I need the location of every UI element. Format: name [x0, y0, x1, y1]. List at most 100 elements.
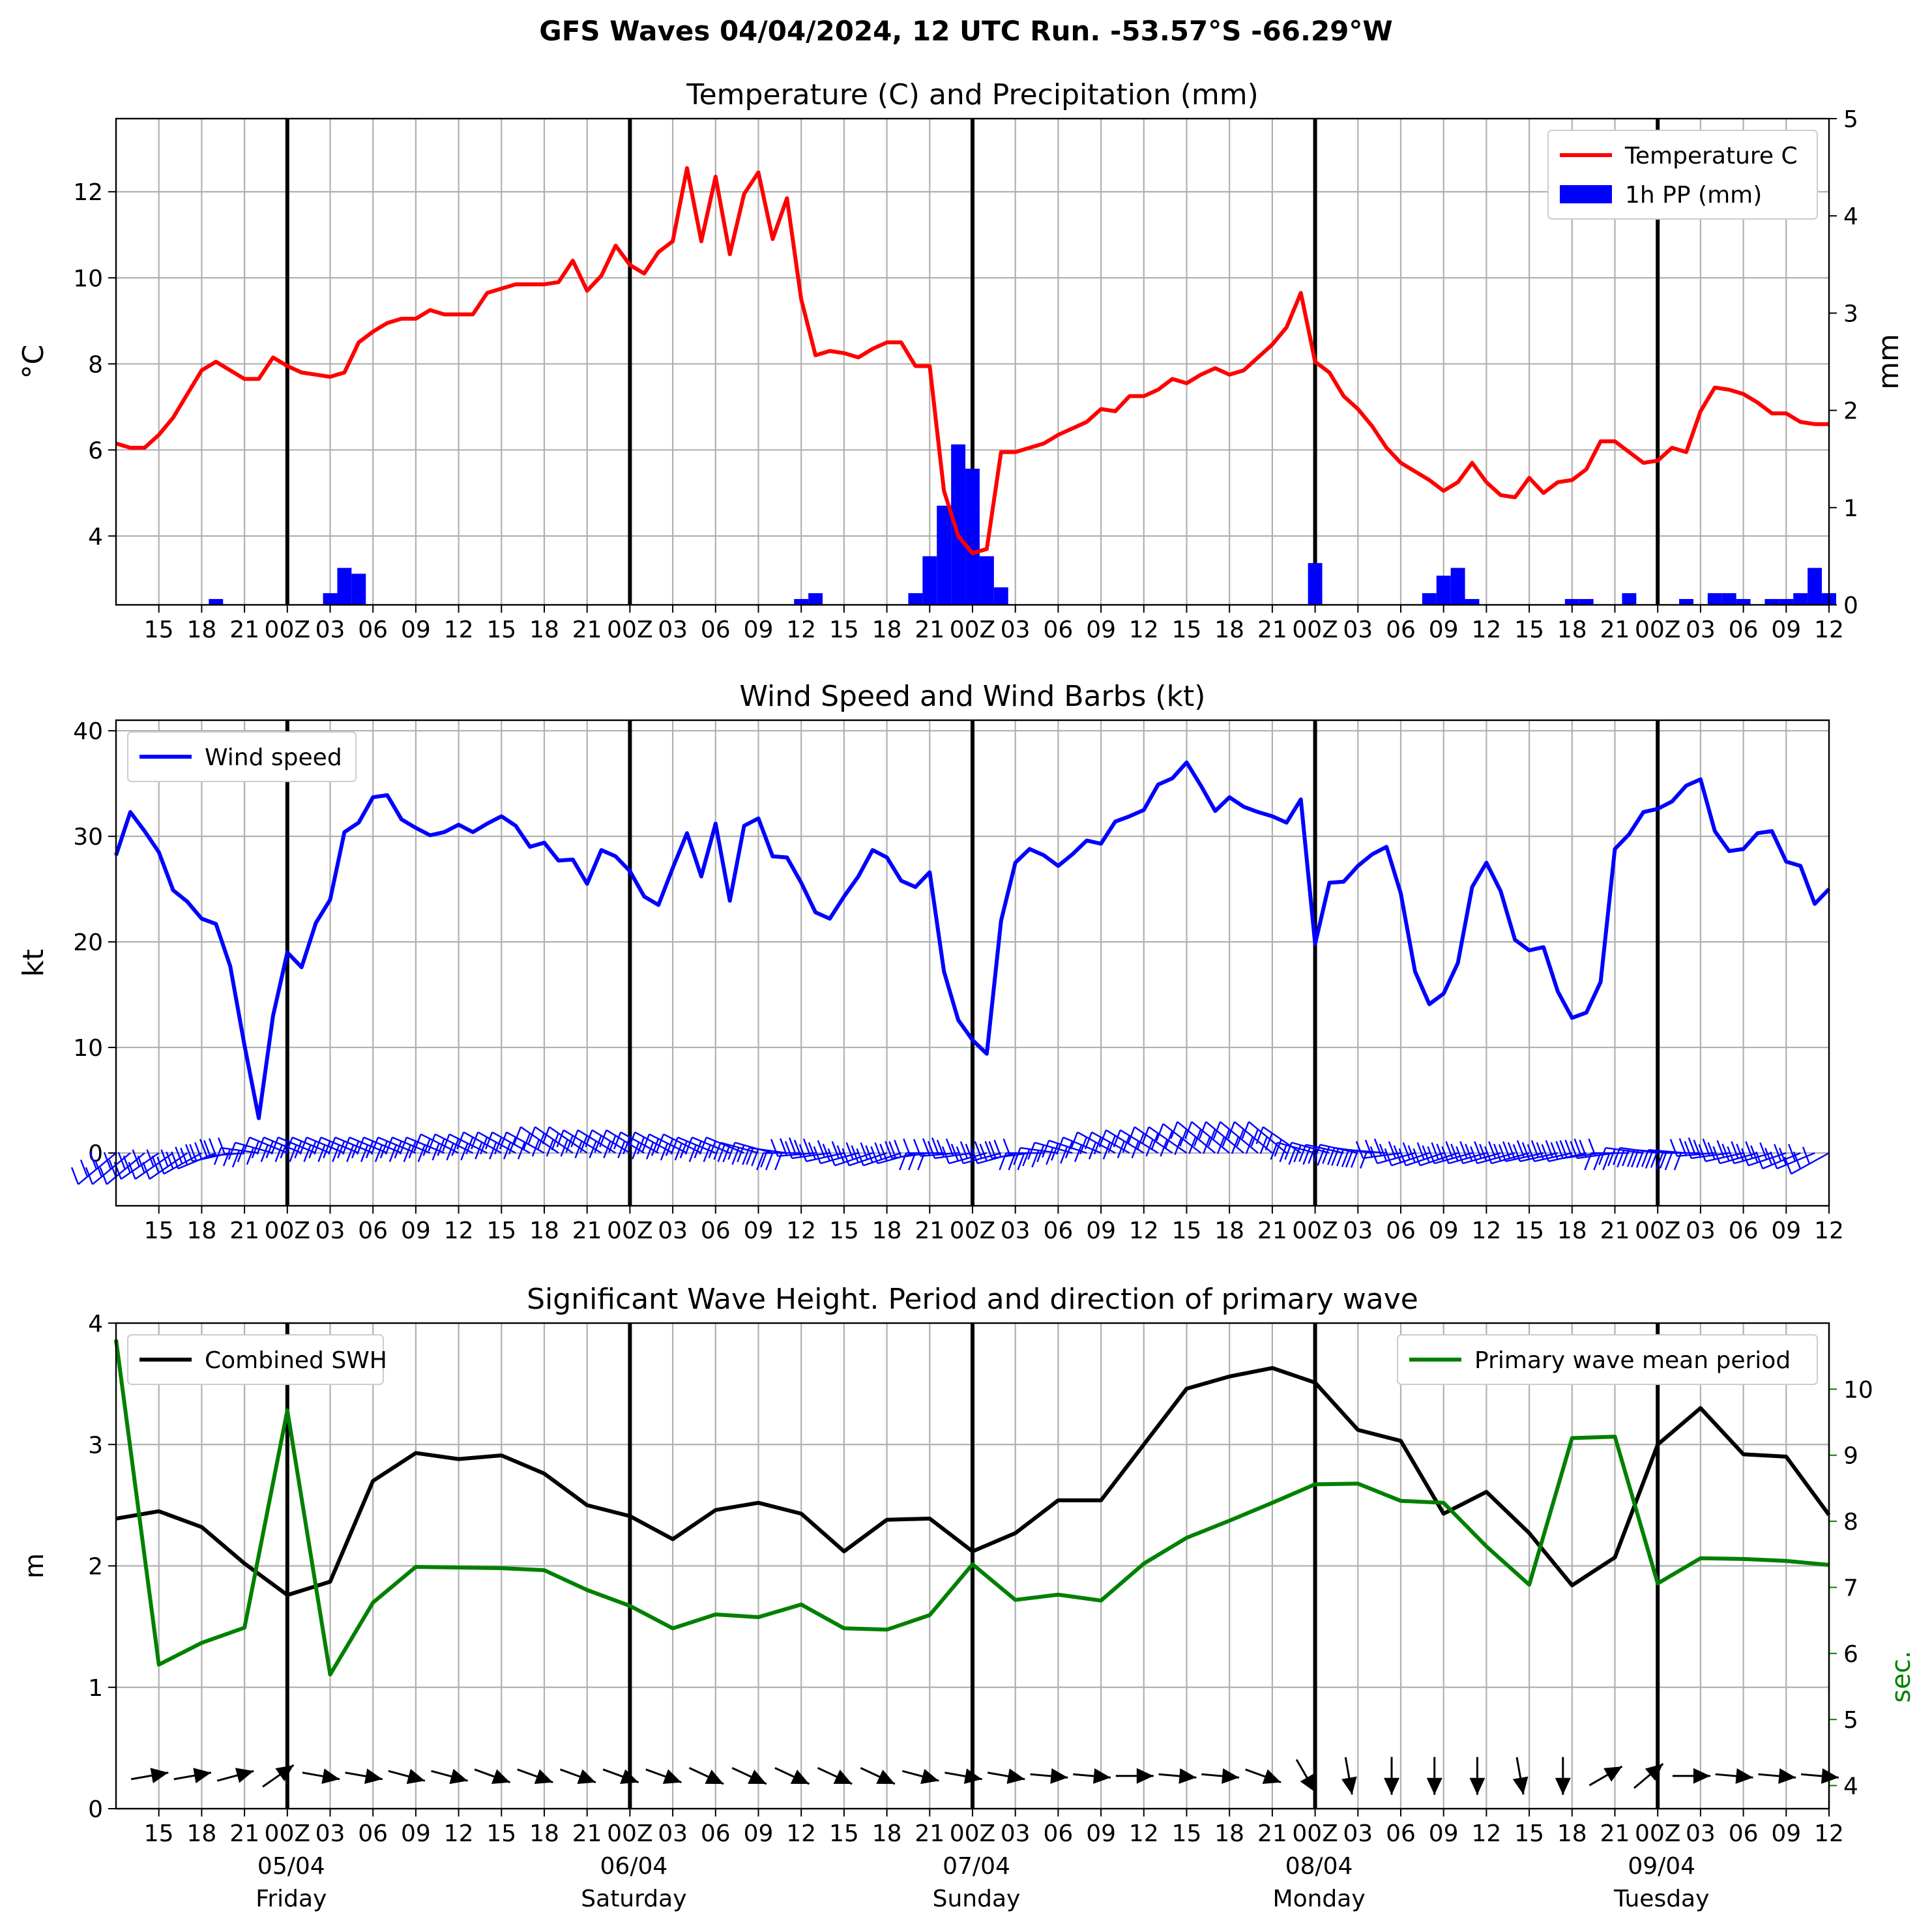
x-tick-label: 09: [401, 1218, 431, 1244]
wind-barb-flag: [1298, 1144, 1307, 1162]
y-tick-label-right: 3: [1843, 300, 1858, 327]
wind-barb: [149, 1152, 188, 1180]
wind-barb-flag: [570, 1130, 579, 1148]
wind-barb-flag: [208, 1138, 217, 1156]
precip-bar: [323, 593, 338, 605]
wind-barb-flag: [1388, 1141, 1397, 1159]
wind-barb-flag: [1564, 1139, 1573, 1158]
x-tick-label: 03: [658, 1820, 688, 1847]
wind-barb-flag: [1541, 1144, 1549, 1162]
wind-barb-flag: [1088, 1141, 1097, 1160]
wind-barb-flag: [831, 1141, 840, 1159]
y-axis-label: m: [20, 1553, 50, 1579]
wind-barb-flag: [1203, 1136, 1211, 1154]
legend: [1547, 130, 1818, 220]
wind-barb-flag: [117, 1152, 126, 1170]
wind-barb-flag: [1231, 1136, 1240, 1154]
panel-title: Significant Wave Height. Period and dire…: [527, 1283, 1418, 1316]
wave-direction-arrowhead: [1821, 1768, 1839, 1784]
wind-barb-flag: [1060, 1146, 1068, 1164]
x-tick-label: 09: [401, 617, 431, 643]
wave-direction-arrowhead: [449, 1768, 468, 1785]
wind-barb-flag: [679, 1141, 688, 1159]
wind-barb-flag: [251, 1141, 259, 1159]
wind-barb-flag: [546, 1139, 554, 1157]
wind-barb-flag: [585, 1130, 593, 1148]
x-tick-label: 15: [1172, 1218, 1202, 1244]
wind-barb-flag: [674, 1143, 683, 1161]
x-tick-label: 03: [658, 617, 688, 643]
wind-barb-flag: [1698, 1144, 1706, 1162]
wind-barb-flag: [1255, 1126, 1264, 1145]
x-tick-label: 06: [1729, 1218, 1759, 1244]
precip-bar: [1579, 599, 1594, 605]
wind-barb-flag: [999, 1152, 1007, 1171]
wind-barb-flag: [471, 1131, 479, 1150]
wind-barb-flag: [332, 1145, 340, 1162]
wind-barb-flag: [166, 1151, 174, 1169]
precip-bar: [908, 593, 923, 605]
precip-bar: [1764, 599, 1779, 605]
wind-barb: [1205, 1121, 1244, 1154]
wind-barb-flag: [94, 1160, 103, 1177]
x-tick-label: 03: [315, 1218, 345, 1244]
x-tick-label: 18: [529, 1218, 559, 1244]
wave-direction-arrowhead: [534, 1769, 553, 1785]
wind-barb-flag: [908, 1152, 916, 1171]
wind-barb-flag: [428, 1133, 436, 1152]
x-tick-label: 18: [1557, 617, 1587, 643]
wind-barb-flag: [665, 1138, 674, 1156]
y-tick-label-right: 6: [1843, 1641, 1858, 1668]
wind-barb-flag: [617, 1141, 626, 1159]
wind-barb-flag: [1441, 1146, 1450, 1164]
wind-barb-flag: [1122, 1135, 1130, 1153]
wave-direction-arrowhead: [1778, 1768, 1796, 1784]
wind-barb-flag: [1017, 1152, 1025, 1171]
wave-direction-arrowhead: [1555, 1777, 1571, 1795]
wind-barb-flag: [314, 1137, 322, 1155]
wind-barb-flag: [508, 1137, 517, 1155]
wind-barb-flag: [403, 1145, 411, 1162]
wind-barb-flag: [874, 1142, 883, 1160]
wind-barb-flag: [1284, 1142, 1293, 1160]
wind-barb-flag: [670, 1137, 679, 1155]
y-axis-label-right: mm: [1872, 334, 1905, 390]
wind-barb-flag: [851, 1145, 859, 1163]
wave-direction-arrowhead: [1693, 1768, 1710, 1784]
wind-barb-flag: [194, 1142, 203, 1160]
wave-direction-arrowhead: [275, 1765, 294, 1781]
x-tick-label: 00Z: [1635, 1820, 1680, 1847]
wind-barb: [749, 1146, 787, 1154]
x-tick-label: 21: [915, 617, 944, 643]
wind-barb-flag: [1622, 1148, 1630, 1167]
wind-barb-flag: [137, 1155, 145, 1173]
precip-bar: [965, 469, 980, 605]
wind-barb-flag: [802, 1138, 812, 1156]
x-tick-label: 00Z: [1292, 1218, 1338, 1244]
wind-barb-flag: [374, 1145, 383, 1162]
wave-direction-arrowhead: [1006, 1768, 1025, 1785]
wind-barb-flag: [1398, 1148, 1407, 1166]
precip-bar: [993, 587, 1008, 605]
x-tick-label: 21: [572, 1820, 602, 1847]
precip-bar: [951, 444, 966, 605]
y-tick-label: 3: [88, 1432, 103, 1459]
x-tick-label: 06: [1729, 617, 1759, 643]
wind-barb-flag: [1102, 1141, 1111, 1160]
wind-barb-flag: [565, 1135, 574, 1153]
wind-barb-flag: [1098, 1130, 1107, 1148]
x-tick-label: 03: [1001, 617, 1031, 643]
legend-label: Temperature C: [1624, 143, 1798, 169]
x-tick-label: 09: [744, 617, 774, 643]
wind-barb-flag: [1693, 1139, 1701, 1158]
wind-barb-flag: [1308, 1146, 1316, 1164]
wind-barb-flag: [1046, 1147, 1054, 1165]
wind-barb-flag: [770, 1139, 779, 1157]
wave-direction-arrowhead: [577, 1769, 596, 1785]
wind-barb-flag: [1741, 1148, 1749, 1166]
wind-barb-flag: [99, 1167, 108, 1185]
wind-barb-flag: [822, 1143, 830, 1161]
precip-bar: [1793, 593, 1808, 605]
wind-barb-flag: [979, 1143, 988, 1161]
